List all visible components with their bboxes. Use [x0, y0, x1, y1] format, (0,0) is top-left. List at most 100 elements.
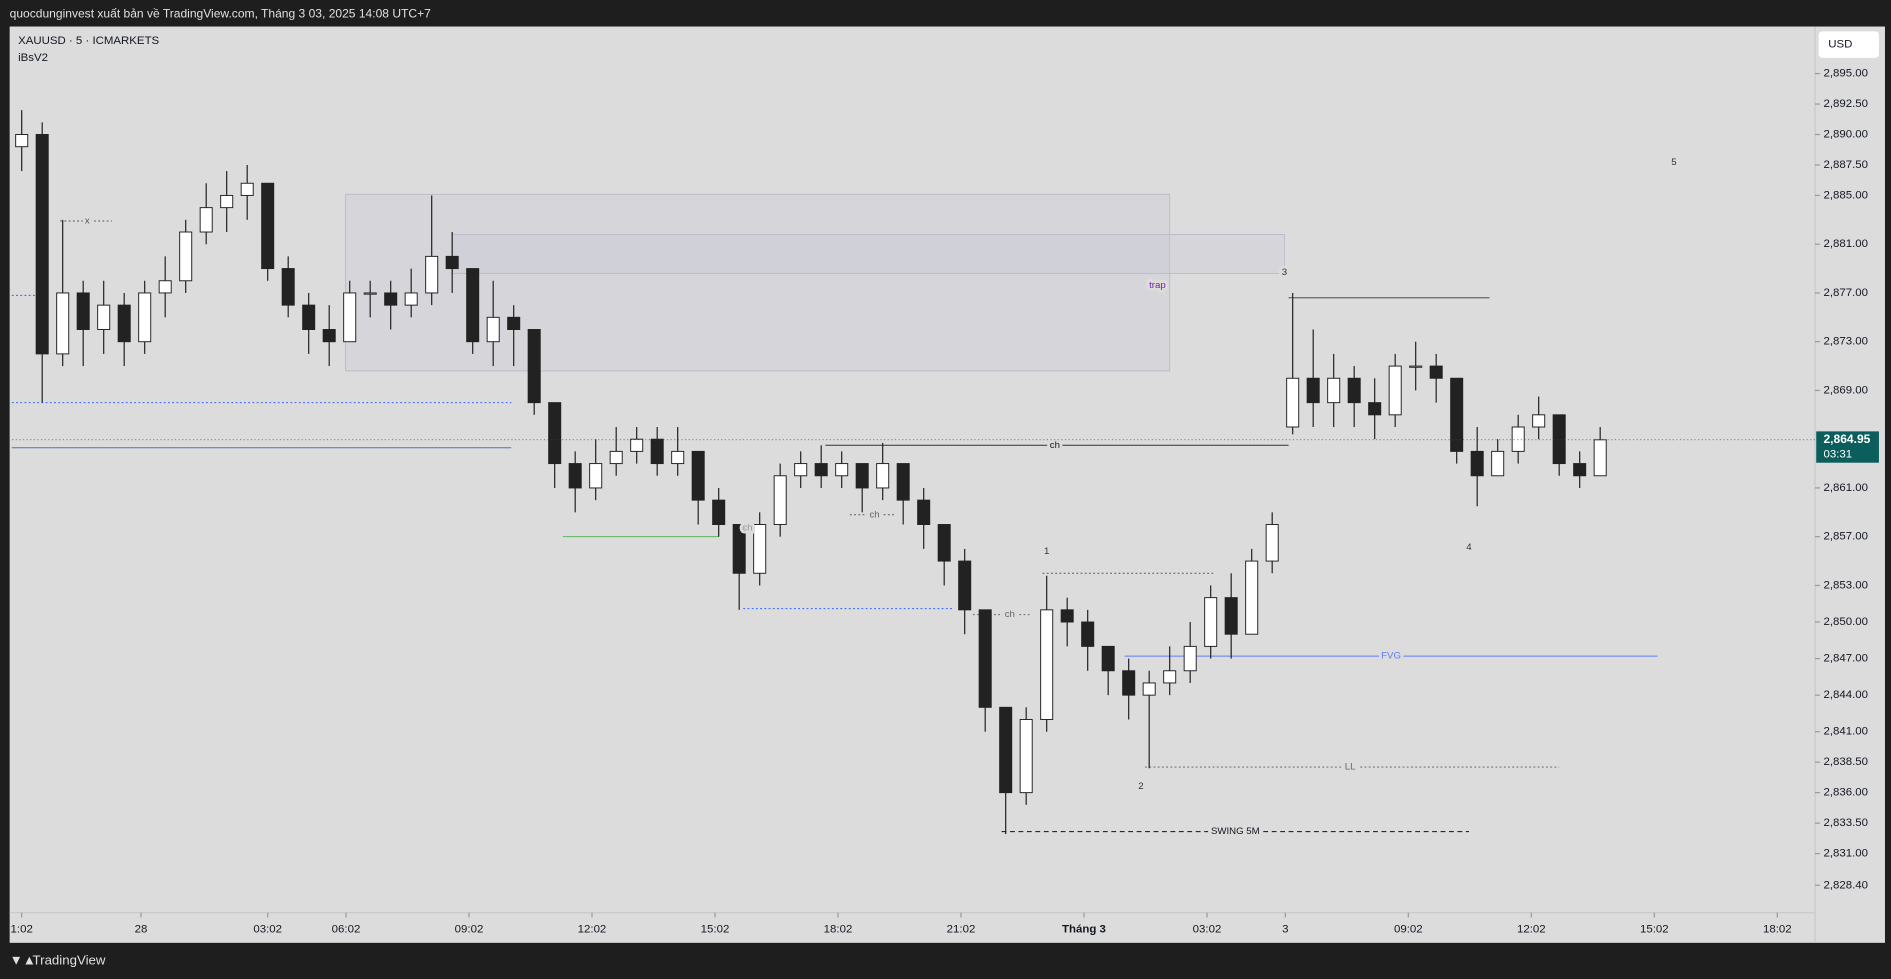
countdown: 03:31: [1823, 448, 1852, 460]
candle-body: [179, 231, 193, 282]
candle-body: [978, 609, 992, 708]
y-tick-label: 2,833.50: [1823, 817, 1868, 829]
x-tick-label: 03:02: [1193, 924, 1222, 936]
candle-body: [445, 255, 459, 270]
candle-body: [1019, 719, 1033, 794]
candle-body: [240, 182, 254, 196]
candle-body: [1122, 670, 1136, 696]
candle-body: [117, 304, 131, 343]
candle-body: [876, 463, 890, 489]
candle-body: [548, 402, 562, 465]
candle-body: [835, 463, 849, 477]
y-tick-label: 2,836.00: [1823, 787, 1868, 799]
y-tick-label: 2,857.00: [1823, 531, 1868, 543]
zone: [451, 234, 1285, 274]
annotation: ch: [1005, 609, 1015, 620]
candle-body: [1204, 597, 1218, 647]
candle-body: [814, 463, 828, 477]
candle-body: [609, 450, 623, 465]
candle-body: [343, 292, 357, 343]
candle-body: [1409, 365, 1423, 368]
candle-body: [568, 463, 582, 489]
candle-body: [527, 329, 541, 404]
y-tick-label: 2,853.00: [1823, 579, 1868, 591]
symbol: XAUUSD · 5 · ICMARKETS: [18, 35, 159, 47]
candle-body: [1060, 609, 1074, 623]
y-tick-label: 2,831.00: [1823, 848, 1868, 860]
candle-body: [1286, 377, 1300, 428]
candle-body: [732, 524, 746, 574]
candle-body: [1101, 645, 1115, 672]
candle-body: [363, 292, 377, 295]
annotation: ch: [869, 509, 879, 520]
candle-body: [486, 316, 500, 343]
currency-button[interactable]: [1818, 31, 1879, 58]
x-tick-label: 1:02: [11, 924, 33, 936]
chart-background: [9, 26, 1885, 943]
candle-body: [937, 524, 951, 562]
y-tick-label: 2,890.00: [1823, 129, 1868, 141]
y-tick-label: 2,861.00: [1823, 482, 1868, 494]
x-tick-label: 3: [1282, 924, 1288, 936]
candle-body: [97, 304, 111, 330]
annotation: FVG: [1381, 651, 1401, 662]
brand-logo: ▼▲: [10, 952, 36, 967]
candle-body: [507, 316, 521, 330]
indicator: iBsV2: [18, 52, 48, 64]
candle-body: [1532, 414, 1546, 428]
candle-body: [712, 499, 726, 525]
candle-body: [999, 706, 1013, 794]
candle-body: [1593, 439, 1607, 477]
currency-label: USD: [1828, 39, 1852, 51]
candle-body: [35, 134, 49, 355]
y-tick-label: 2,828.40: [1823, 879, 1868, 891]
candle-body: [1265, 524, 1279, 562]
y-tick-label: 2,881.00: [1823, 238, 1868, 250]
candle-body: [1245, 560, 1259, 635]
x-tick-label: 21:02: [947, 924, 976, 936]
x-tick-label: 03:02: [253, 924, 282, 936]
brand: TradingView: [33, 952, 106, 967]
candle-body: [15, 134, 29, 148]
candle-body: [773, 475, 787, 525]
candle-body: [158, 280, 172, 294]
last-price-tag: [1816, 431, 1879, 463]
candle-body: [794, 463, 808, 477]
x-tick-label: 15:02: [701, 924, 730, 936]
y-tick-label: 2,847.00: [1823, 653, 1868, 665]
annotation: x: [85, 216, 90, 227]
candle-body: [1163, 670, 1177, 684]
candle-body: [261, 182, 275, 270]
y-tick-label: 2,844.00: [1823, 689, 1868, 701]
candle-body: [855, 463, 869, 489]
candle-body: [1347, 377, 1361, 404]
x-tick-label: 18:02: [824, 924, 853, 936]
candle-body: [1470, 450, 1484, 477]
candle-body: [56, 292, 70, 355]
candle-body: [589, 463, 603, 489]
candle-body: [302, 304, 316, 330]
candle-body: [1183, 645, 1197, 672]
x-tick-label: Tháng 3: [1062, 924, 1106, 936]
x-tick-label: 12:02: [1517, 924, 1546, 936]
candle-body: [1306, 377, 1320, 404]
y-tick-label: 2,838.50: [1823, 756, 1868, 768]
candle-body: [917, 499, 931, 525]
zone: [345, 193, 1171, 372]
y-tick-label: 2,895.00: [1823, 68, 1868, 80]
y-tick-label: 2,887.50: [1823, 159, 1868, 171]
y-tick-label: 2,885.00: [1823, 189, 1868, 201]
candle-body: [1552, 414, 1566, 465]
candle-body: [1511, 426, 1525, 452]
y-tick-label: 2,892.50: [1823, 98, 1868, 110]
candle-body: [220, 194, 234, 209]
annotation: 2: [1138, 781, 1143, 792]
candle-body: [404, 292, 418, 306]
candle-body: [1388, 365, 1402, 416]
annotation: 3: [1282, 267, 1287, 278]
candle-body: [1450, 377, 1464, 452]
candle-body: [1224, 597, 1238, 635]
candle-body: [691, 450, 705, 501]
